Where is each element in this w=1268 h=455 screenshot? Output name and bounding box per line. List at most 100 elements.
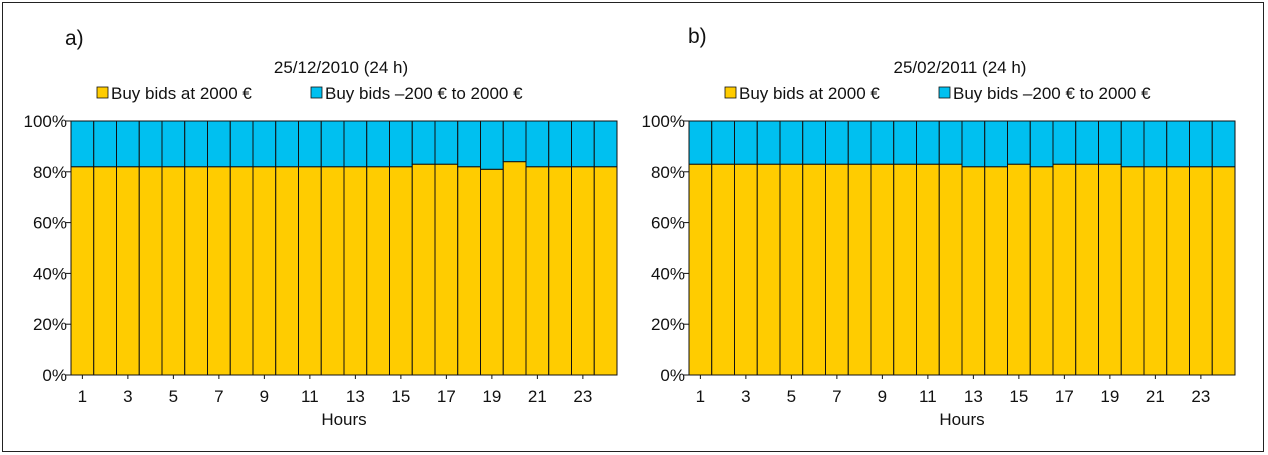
bar-segment: [1075, 120, 1099, 165]
bar-segment: [298, 166, 322, 376]
bar-segment: [1120, 166, 1145, 376]
x-tick-label: 15: [391, 387, 410, 406]
x-tick-label: 19: [482, 387, 501, 406]
legend-swatch: [724, 86, 737, 99]
x-tick-label: 17: [1055, 387, 1074, 406]
bar-segment: [184, 120, 208, 168]
y-tick-label: 40%: [33, 264, 67, 283]
bar-segment: [1029, 120, 1054, 168]
bar-segment: [802, 120, 826, 165]
bar-segment: [138, 120, 163, 168]
y-tick-label: 100%: [642, 112, 685, 131]
bar-segment: [502, 120, 527, 163]
bar-segment: [1052, 163, 1077, 376]
bar-segment: [779, 163, 804, 376]
bar-segment: [916, 120, 940, 165]
x-axis-label: Hours: [321, 410, 366, 429]
bar-segment: [434, 120, 459, 165]
bar-segment: [252, 166, 277, 376]
bar-segment: [366, 166, 390, 376]
bar-segment: [1189, 166, 1213, 376]
bar-segment: [734, 120, 758, 165]
bar-segment: [457, 120, 481, 168]
bar-segment: [756, 120, 781, 165]
x-tick-label: 1: [696, 387, 705, 406]
x-tick-label: 13: [964, 387, 983, 406]
bar-segment: [389, 166, 413, 376]
x-tick-label: 11: [301, 387, 319, 406]
bar-segment: [938, 163, 963, 376]
bar-segment: [802, 163, 826, 376]
bar-segment: [343, 120, 368, 168]
y-tick-label: 60%: [651, 214, 685, 233]
y-tick-label: 20%: [651, 315, 685, 334]
bar-segment: [1029, 166, 1054, 376]
x-tick-label: 7: [832, 387, 841, 406]
bar-segment: [366, 120, 390, 168]
bar-segment: [1120, 120, 1145, 168]
bar-segment: [734, 163, 758, 376]
bar-segment: [984, 166, 1008, 376]
x-tick-label: 23: [573, 387, 592, 406]
bar-segment: [1007, 120, 1031, 165]
bar-segment: [525, 120, 550, 168]
bar-segment: [411, 163, 436, 376]
legend-label: Buy bids at 2000 €: [111, 84, 252, 103]
y-tick-label: 0%: [42, 366, 67, 385]
y-tick-label: 60%: [33, 214, 67, 233]
bar-segment: [847, 163, 872, 376]
y-tick-label: 100%: [24, 112, 67, 131]
bar-segment: [825, 120, 849, 165]
bar-segment: [825, 163, 849, 376]
x-tick-label: 7: [214, 387, 223, 406]
x-tick-label: 9: [260, 387, 269, 406]
bar-segment: [847, 120, 872, 165]
panel-label: b): [688, 25, 707, 48]
bar-charts: a) 25/12/2010 (24 h) Buy bids at 2000 € Buy…: [24, 25, 1236, 429]
bar-segment: [961, 120, 986, 168]
x-tick-label: 3: [123, 387, 132, 406]
bar-segment: [1143, 120, 1168, 168]
bar-segment: [1143, 166, 1168, 376]
bar-segment: [711, 163, 735, 376]
y-tick-label: 80%: [33, 163, 67, 182]
bar-segment: [870, 120, 895, 165]
bar-segment: [207, 166, 231, 376]
x-tick-label: 1: [78, 387, 87, 406]
bar-segment: [1211, 166, 1236, 376]
bar-segment: [571, 166, 595, 376]
legend-label: Buy bids –200 € to 2000 €: [325, 84, 523, 103]
bar-segment: [779, 120, 804, 165]
x-tick-label: 23: [1191, 387, 1210, 406]
bar-segment: [984, 120, 1008, 168]
bar-segment: [207, 120, 231, 168]
bar-segment: [70, 166, 95, 376]
bar-segment: [389, 120, 413, 168]
bar-segment: [93, 166, 117, 376]
bar-segment: [593, 166, 618, 376]
bar-segment: [116, 120, 140, 168]
x-tick-label: 11: [919, 387, 937, 406]
bar-segment: [756, 163, 781, 376]
x-tick-label: 9: [878, 387, 887, 406]
bar-segment: [961, 166, 986, 376]
legend-swatch: [96, 86, 109, 99]
bar-segment: [1166, 166, 1190, 376]
bar-segment: [1007, 163, 1031, 376]
bar-segment: [711, 120, 735, 165]
bar-segment: [593, 120, 618, 168]
bar-segment: [1052, 120, 1077, 165]
chart-title: 25/02/2011 (24 h): [894, 58, 1027, 77]
bar-segment: [138, 166, 163, 376]
bar-segment: [434, 163, 459, 376]
bar-segment: [1189, 120, 1213, 168]
bar-segment: [548, 120, 572, 168]
bar-segment: [688, 163, 713, 376]
bar-segment: [275, 166, 299, 376]
bar-segment: [343, 166, 368, 376]
panel-label: a): [65, 27, 84, 50]
bar-segment: [320, 120, 345, 168]
bar-segment: [457, 166, 481, 376]
bar-segment: [525, 166, 550, 376]
